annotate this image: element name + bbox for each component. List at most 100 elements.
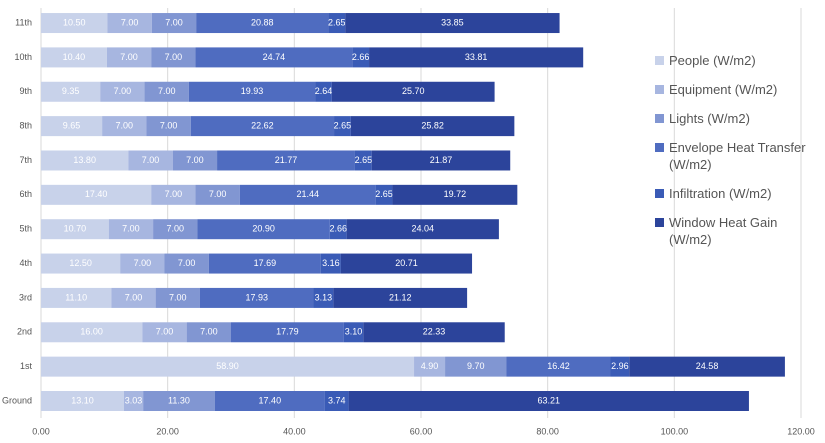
data-label: 19.72 xyxy=(444,189,467,199)
data-label: 7.00 xyxy=(169,292,187,302)
bar-segment xyxy=(197,219,330,240)
data-label: 13.80 xyxy=(73,155,96,165)
bar-segment xyxy=(41,287,112,308)
data-label: 7.00 xyxy=(158,86,176,96)
legend-label: Infiltration (W/m2) xyxy=(669,186,772,201)
data-label: 20.71 xyxy=(395,258,418,268)
bar-segment xyxy=(445,356,507,377)
bar-segment xyxy=(111,287,156,308)
bar-segment xyxy=(354,150,372,171)
legend-label: Lights (W/m2) xyxy=(669,111,750,126)
data-label: 7.00 xyxy=(160,120,178,130)
legend-swatch xyxy=(655,143,664,152)
data-label: 20.90 xyxy=(252,224,275,234)
data-label: 24.74 xyxy=(263,52,286,62)
bar-segment xyxy=(41,81,101,102)
bar-segment xyxy=(324,391,349,411)
data-label: 4.90 xyxy=(421,361,439,371)
data-label: 17.93 xyxy=(245,292,268,302)
bar-segment xyxy=(239,184,376,205)
bar-segment xyxy=(414,356,446,377)
data-label: 2.64 xyxy=(315,86,333,96)
data-label: 22.62 xyxy=(251,120,274,130)
legend-item: Infiltration (W/m2) xyxy=(655,185,820,202)
bar-segment xyxy=(369,47,584,68)
bar-segment xyxy=(164,253,209,274)
data-label: 16.00 xyxy=(80,327,103,337)
data-label: 2.65 xyxy=(355,155,373,165)
bar-segment xyxy=(142,322,187,343)
x-tick-label: 20.00 xyxy=(156,426,179,436)
data-label: 11.10 xyxy=(65,292,87,302)
data-label: 13.10 xyxy=(71,395,94,405)
y-tick-label: 3rd xyxy=(19,292,32,302)
bar-segment xyxy=(151,47,196,68)
legend-swatch xyxy=(655,114,664,123)
bar-segment xyxy=(217,150,355,171)
data-label: 2.96 xyxy=(611,361,629,371)
bar-segment xyxy=(328,13,346,34)
data-label: 11.30 xyxy=(168,395,190,405)
data-label: 21.44 xyxy=(296,189,319,199)
data-label: 2.65 xyxy=(328,17,346,27)
data-label: 25.70 xyxy=(402,86,425,96)
legend-swatch xyxy=(655,218,664,227)
bar-segment xyxy=(188,81,316,102)
legend-label: Equipment (W/m2) xyxy=(669,82,778,97)
data-label: 22.33 xyxy=(423,327,446,337)
y-tick-label: 5th xyxy=(19,224,32,234)
bar-segment xyxy=(41,150,129,171)
bar-segment xyxy=(340,253,473,274)
bar-segment xyxy=(315,81,332,102)
bar-segment xyxy=(190,116,335,137)
bar-segment xyxy=(100,81,145,102)
y-tick-label: 10th xyxy=(14,52,32,62)
data-label: 7.00 xyxy=(200,327,218,337)
data-label: 10.40 xyxy=(63,52,86,62)
data-label: 9.65 xyxy=(63,120,81,130)
bar-segment xyxy=(329,219,347,240)
data-label: 7.00 xyxy=(134,258,152,268)
data-label: 7.00 xyxy=(116,120,134,130)
data-label: 17.79 xyxy=(276,327,299,337)
data-label: 21.87 xyxy=(430,155,453,165)
bar-segment xyxy=(392,184,518,205)
data-label: 2.66 xyxy=(352,52,370,62)
bar-segment xyxy=(195,184,240,205)
bar-segment xyxy=(41,219,109,240)
bar-segment xyxy=(151,184,196,205)
bar-segment xyxy=(123,391,144,411)
data-label: 25.82 xyxy=(421,120,444,130)
bar-segment xyxy=(128,150,173,171)
data-label: 7.00 xyxy=(122,224,140,234)
bar-segment xyxy=(151,13,197,34)
bar-segment xyxy=(371,150,511,171)
data-label: 7.00 xyxy=(165,17,183,27)
bar-segment xyxy=(108,219,154,240)
data-label: 3.16 xyxy=(322,258,340,268)
legend: People (W/m2) Equipment (W/m2) Lights (W/m… xyxy=(655,52,820,260)
y-tick-label: 4th xyxy=(19,258,32,268)
data-label: 17.40 xyxy=(259,395,282,405)
bar-segment xyxy=(41,47,107,68)
bar-segment xyxy=(199,287,314,308)
data-label: 33.85 xyxy=(441,17,464,27)
data-label: 9.35 xyxy=(62,86,80,96)
bar-segment xyxy=(41,253,121,274)
bar-segment xyxy=(41,391,124,411)
bar-segment xyxy=(610,356,630,377)
data-label: 58.90 xyxy=(216,361,239,371)
data-label: 12.50 xyxy=(69,258,92,268)
data-label: 3.74 xyxy=(328,395,346,405)
bar-segment xyxy=(143,391,215,411)
x-tick-label: 100.00 xyxy=(661,426,689,436)
data-label: 9.70 xyxy=(467,361,485,371)
data-label: 10.50 xyxy=(63,17,86,27)
bar-segment xyxy=(331,81,495,102)
data-label: 7.00 xyxy=(178,258,196,268)
data-label: 2.65 xyxy=(375,189,393,199)
legend-item: Envelope Heat Transfer (W/m2) xyxy=(655,139,820,173)
bar-segment xyxy=(41,13,108,34)
bar-segment xyxy=(144,81,189,102)
